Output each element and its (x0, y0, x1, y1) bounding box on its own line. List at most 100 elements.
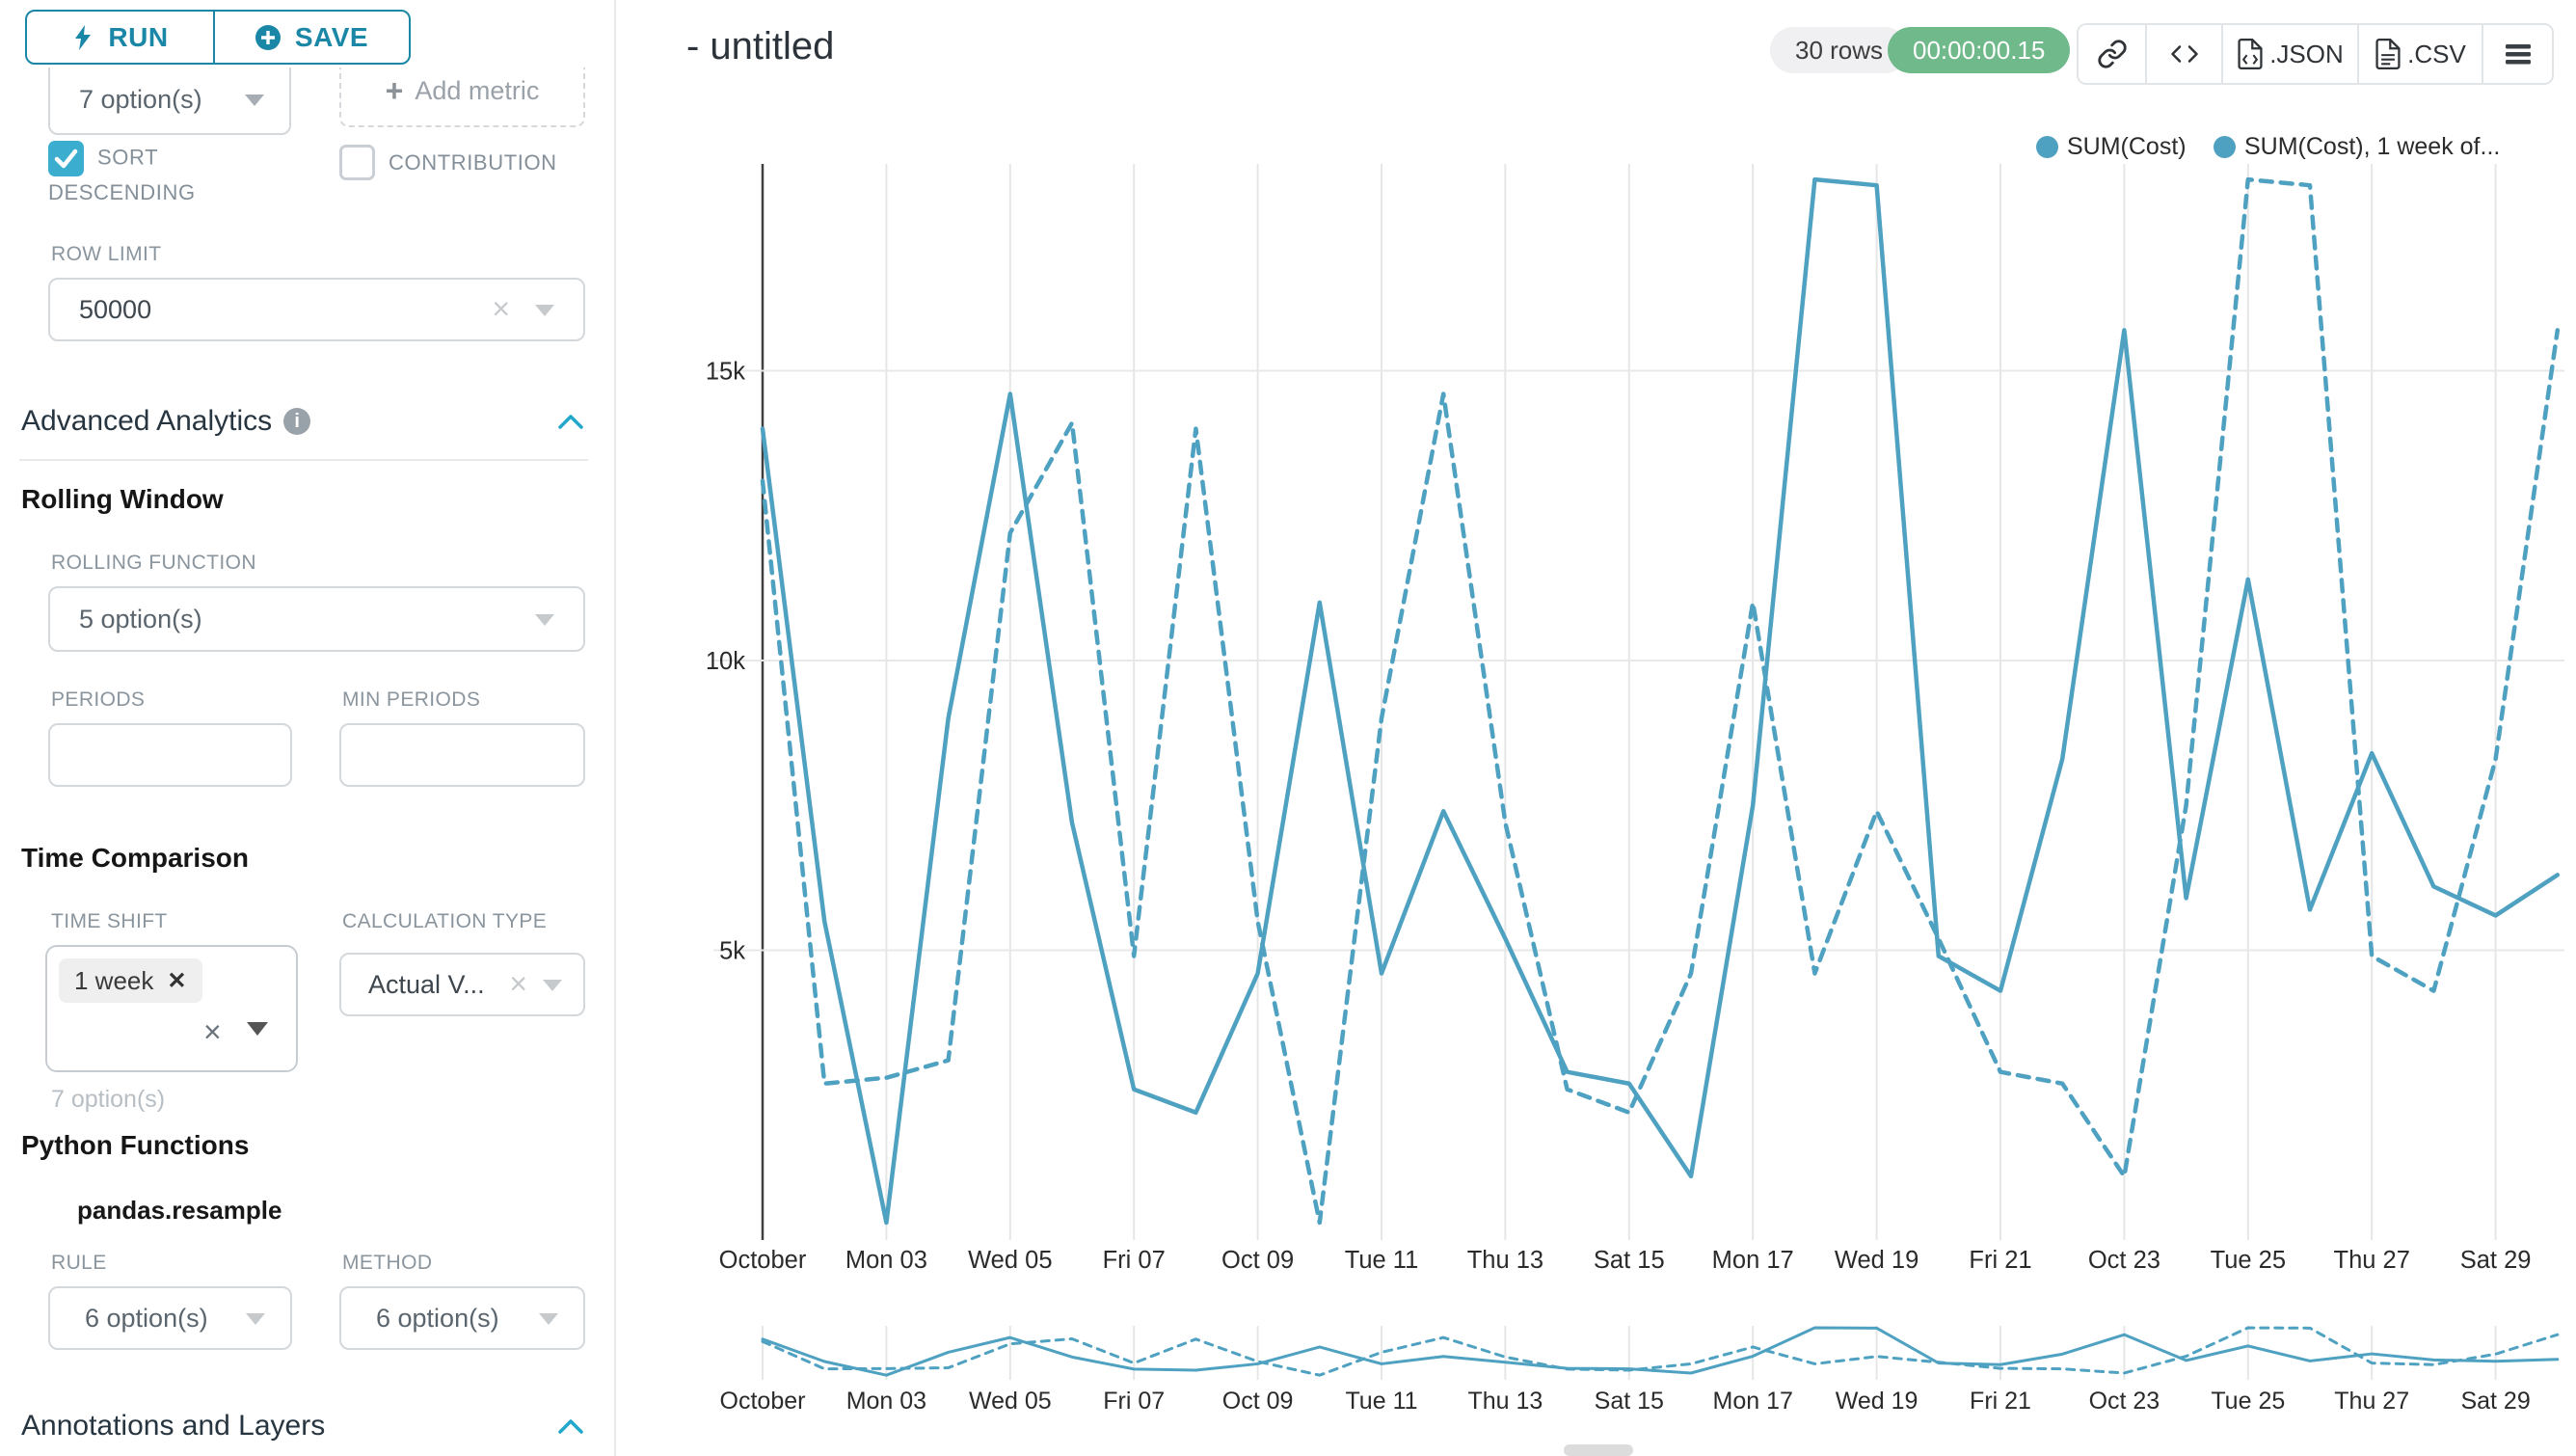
time-shift-multiselect[interactable]: 1 week ✕ × (45, 945, 298, 1072)
plus-icon: + (385, 73, 404, 108)
add-metric-button[interactable]: + Add metric (339, 54, 585, 127)
calculation-type-label: CALCULATION TYPE (342, 910, 548, 932)
x-icon[interactable]: × (509, 966, 527, 1001)
svg-text:Thu 13: Thu 13 (1467, 1247, 1543, 1274)
annotations-title: Annotations and Layers (21, 1410, 326, 1442)
caret-down-icon (543, 980, 562, 991)
caret-down-icon (246, 1313, 265, 1325)
checkbox-unchecked-icon[interactable] (339, 145, 375, 180)
svg-text:Sat 15: Sat 15 (1595, 1388, 1664, 1415)
svg-text:Fri 07: Fri 07 (1103, 1388, 1165, 1415)
link-icon (2097, 40, 2127, 68)
min-periods-input[interactable] (339, 723, 585, 787)
query-timer-badge: 00:00:00.15 (1888, 27, 2071, 73)
main-chart[interactable]: October Mon 03 Wed 05 Fri 07 Oct 09 Tue 11 Thu… (675, 149, 2576, 1282)
svg-text:Oct 23: Oct 23 (2088, 1247, 2160, 1274)
contribution-checkbox[interactable]: CONTRIBUTION (339, 145, 557, 180)
rule-select[interactable]: 6 option(s) (48, 1286, 292, 1350)
rolling-window-title: Rolling Window (21, 484, 224, 514)
svg-text:5k: 5k (719, 938, 745, 965)
code-icon (2170, 45, 2198, 63)
bolt-icon (75, 24, 92, 50)
caret-down-icon (539, 1313, 558, 1325)
remove-tag-x-icon[interactable]: ✕ (167, 967, 187, 994)
export-json-button[interactable]: .JSON (2223, 25, 2359, 83)
svg-text:Thu 13: Thu 13 (1467, 1388, 1543, 1415)
row-limit-select[interactable]: 50000 × (48, 278, 585, 341)
save-button[interactable]: SAVE (212, 10, 411, 65)
caret-down-icon (245, 94, 264, 106)
horizontal-scrollbar-thumb[interactable] (1564, 1444, 1633, 1456)
calculation-type-value: Actual V... (368, 970, 485, 999)
sidebar-top-strip: RUN SAVE (0, 0, 612, 67)
mini-chart-preview[interactable]: October Mon 03 Wed 05 Fri 07 Oct 09 Tue 11 Thu… (675, 1326, 2576, 1432)
svg-text:Wed 05: Wed 05 (969, 1388, 1052, 1415)
legend-item-sum-cost[interactable]: SUM(Cost) (2036, 133, 2187, 161)
svg-text:Oct 09: Oct 09 (1222, 1388, 1294, 1415)
export-csv-label: .CSV (2407, 39, 2466, 68)
time-shift-tag[interactable]: 1 week ✕ (59, 958, 202, 1003)
groupby-select-value: 7 option(s) (79, 85, 202, 114)
svg-text:Mon 17: Mon 17 (1713, 1388, 1793, 1415)
control-panel: 7 option(s) + Add metric RUN (0, 0, 616, 1456)
legend-label: SUM(Cost) (2067, 133, 2187, 160)
rule-value: 6 option(s) (85, 1304, 208, 1333)
x-icon[interactable]: × (203, 1014, 222, 1049)
periods-input[interactable] (48, 723, 292, 787)
svg-text:Sat 29: Sat 29 (2460, 1247, 2532, 1274)
add-metric-label: Add metric (415, 75, 540, 105)
min-periods-label: MIN PERIODS (342, 688, 481, 711)
rolling-function-select[interactable]: 5 option(s) (48, 586, 585, 652)
svg-text:Thu 27: Thu 27 (2334, 1388, 2409, 1415)
rule-label: RULE (51, 1252, 107, 1274)
svg-text:Wed 19: Wed 19 (1836, 1388, 1919, 1415)
svg-text:October: October (720, 1388, 806, 1415)
svg-text:Sat 15: Sat 15 (1594, 1247, 1665, 1274)
chevron-up-icon[interactable] (556, 1416, 585, 1436)
svg-text:Mon 17: Mon 17 (1712, 1247, 1794, 1274)
annotations-header[interactable]: Annotations and Layers (21, 1410, 585, 1443)
sort-descending-label: SORT DESCENDING (48, 145, 196, 204)
contribution-label: CONTRIBUTION (389, 150, 557, 175)
rolling-function-label: ROLLING FUNCTION (51, 552, 256, 574)
calculation-type-select[interactable]: Actual V... × (339, 953, 585, 1016)
info-icon[interactable]: i (283, 408, 311, 435)
file-icon (2375, 39, 2401, 69)
advanced-analytics-header[interactable]: Advanced Analytics i (21, 405, 585, 438)
svg-text:Tue 25: Tue 25 (2211, 1247, 2286, 1274)
x-icon[interactable]: × (492, 291, 510, 326)
time-shift-label: TIME SHIFT (51, 910, 168, 932)
plus-circle-icon (255, 24, 281, 50)
method-select[interactable]: 6 option(s) (339, 1286, 585, 1350)
caret-down-icon (247, 1022, 268, 1036)
row-limit-value: 50000 (79, 295, 152, 324)
row-limit-label: ROW LIMIT (51, 243, 162, 265)
chart-title[interactable]: - untitled (686, 25, 835, 67)
export-csv-button[interactable]: .CSV (2359, 25, 2483, 83)
svg-text:Tue 25: Tue 25 (2211, 1388, 2285, 1415)
embed-code-button[interactable] (2147, 25, 2223, 83)
method-label: METHOD (342, 1252, 433, 1274)
periods-label: PERIODS (51, 688, 146, 711)
section-divider (19, 459, 588, 461)
svg-text:Tue 11: Tue 11 (1345, 1247, 1419, 1274)
sort-descending-checkbox[interactable]: SORT DESCENDING (48, 141, 275, 208)
export-json-label: .JSON (2269, 39, 2344, 68)
svg-text:10k: 10k (706, 648, 745, 675)
legend-dot-icon (2214, 136, 2236, 158)
more-options-button[interactable] (2483, 25, 2552, 83)
svg-text:15k: 15k (706, 359, 745, 386)
advanced-analytics-title: Advanced Analytics (21, 405, 273, 437)
chevron-up-icon[interactable] (556, 412, 585, 431)
share-link-button[interactable] (2079, 25, 2147, 83)
legend-item-sum-cost-offset[interactable]: SUM(Cost), 1 week of... (2214, 133, 2500, 161)
legend-dot-icon (2036, 136, 2058, 158)
svg-text:Oct 23: Oct 23 (2089, 1388, 2160, 1415)
run-button[interactable]: RUN (25, 10, 215, 65)
svg-text:Wed 05: Wed 05 (968, 1247, 1052, 1274)
checkbox-checked-icon[interactable] (48, 141, 84, 176)
row-count-badge: 30 rows (1770, 27, 1909, 73)
svg-text:Fri 07: Fri 07 (1103, 1247, 1166, 1274)
rolling-function-value: 5 option(s) (79, 605, 202, 634)
